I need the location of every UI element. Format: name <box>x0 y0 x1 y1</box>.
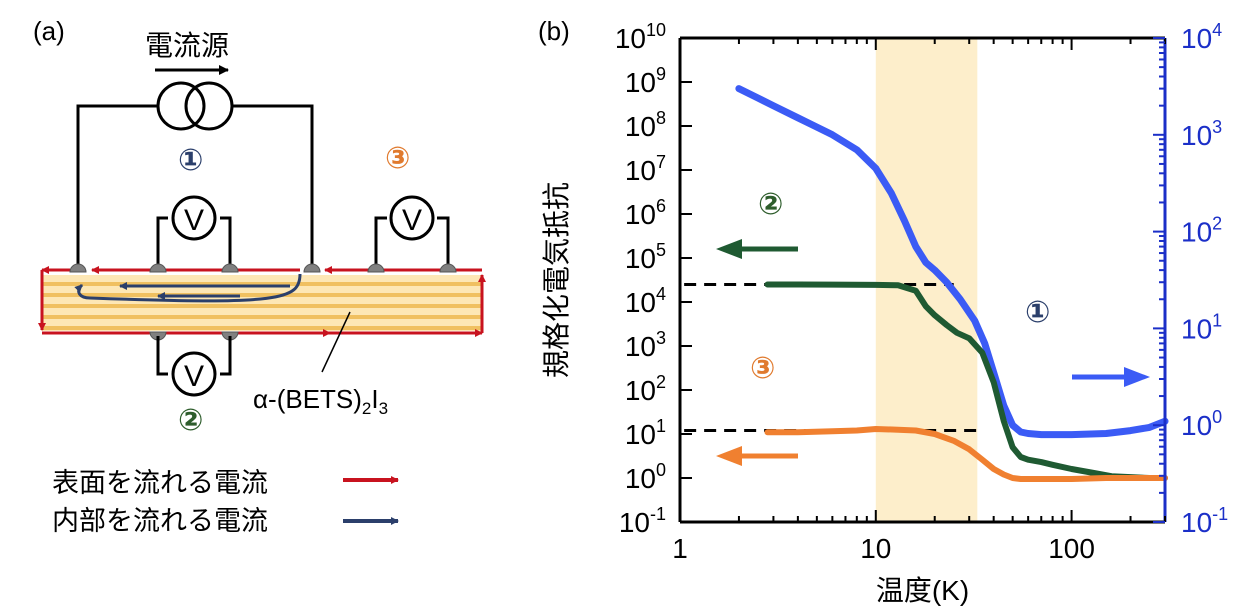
x-tick-label: 10 <box>860 533 891 564</box>
material-leader-line <box>321 311 351 373</box>
voltmeter-top-wire-left <box>156 216 168 268</box>
current-source-label: 電流源 <box>145 30 229 61</box>
voltmeter-bottom-wire-left <box>156 336 168 376</box>
y-right-tick-label: 104 <box>1181 20 1222 54</box>
y-right-tick-label: 101 <box>1181 310 1222 344</box>
y-right-tick-label: 100 <box>1181 407 1222 441</box>
series-line-3 <box>764 426 1168 482</box>
panel-b-label: (b) <box>538 16 570 46</box>
y-left-tick-label: 103 <box>625 328 666 362</box>
current-source-icon <box>156 81 234 131</box>
voltmeter-top-wire-right <box>220 216 232 268</box>
voltmeter-3-wire-left <box>374 216 387 268</box>
curve-annotation-3: ③ <box>750 352 775 385</box>
series-line-1 <box>735 85 1169 439</box>
legend-bulk-label: 内部を流れる電流 <box>52 506 268 536</box>
svg-text:V: V <box>184 204 204 237</box>
voltmeter-bottom-icon: V <box>171 351 217 397</box>
y-axis-label: 規格化電気抵抗 <box>541 182 572 378</box>
y-right-tick-label: 103 <box>1181 117 1222 151</box>
x-axis-label: 温度(K) <box>876 575 969 606</box>
axis-pointer-arrow-3 <box>1072 367 1150 387</box>
y-right-tick-label: 102 <box>1181 214 1222 248</box>
curve-annotation-2: ② <box>758 188 783 221</box>
config-1-marker: ① <box>178 144 203 177</box>
panel-a-label: (a) <box>33 16 65 46</box>
series-line-2 <box>764 281 1168 481</box>
y-left-tick-label: 106 <box>625 196 666 230</box>
x-tick-label: 1 <box>672 533 688 564</box>
y-left-tick-label: 101 <box>625 416 666 450</box>
axis-pointer-arrow-2 <box>716 446 798 466</box>
legend-surface-label: 表面を流れる電流 <box>52 468 268 498</box>
y-left-tick-label: 100 <box>625 460 666 494</box>
y-left-tick-label: 1010 <box>615 20 666 54</box>
surface-current-paths <box>38 266 486 337</box>
svg-text:V: V <box>402 204 422 237</box>
voltmeter-bottom-wire-right <box>220 336 232 376</box>
shaded-temperature-band <box>875 38 978 522</box>
y-left-tick-label: 109 <box>625 64 666 98</box>
chart-root: 1 10 100 1010 109 108 107 106 105 104 103 102 101 100… <box>541 20 1228 606</box>
y-left-tick-label: 102 <box>625 372 666 406</box>
y-left-tick-label: 107 <box>625 152 666 186</box>
material-label: α-(BETS)2I3 <box>253 384 388 418</box>
panel-a: (a) 電流源 ① ③ V V <box>33 16 486 536</box>
y-left-tick-label: 105 <box>625 240 666 274</box>
axis-pointer-arrow-1 <box>716 239 798 259</box>
y-left-tick-label: 108 <box>625 108 666 142</box>
source-wire-left <box>76 104 158 268</box>
voltmeter-top-icon: V <box>171 195 217 241</box>
panel-b: (b) 1 10 100 1010 109 108 107 106 105 104 103 102 10… <box>538 16 1228 606</box>
source-wire-right <box>232 104 314 268</box>
y-left-tick-label: 104 <box>625 284 666 318</box>
config-3-marker: ③ <box>385 142 410 175</box>
y-right-tick-label: 10-1 <box>1181 504 1228 538</box>
voltmeter-3-icon: V <box>389 195 435 241</box>
config-2-marker: ② <box>178 404 203 437</box>
bulk-current-paths <box>74 273 302 303</box>
contact-pads <box>69 263 457 341</box>
y-left-tick-label: 10-1 <box>619 504 666 538</box>
voltmeter-3-wire-right <box>437 216 450 268</box>
curve-annotation-1: ① <box>1025 296 1050 329</box>
x-tick-label: 100 <box>1048 533 1095 564</box>
crystal-sample <box>42 275 482 331</box>
svg-text:V: V <box>184 360 204 393</box>
